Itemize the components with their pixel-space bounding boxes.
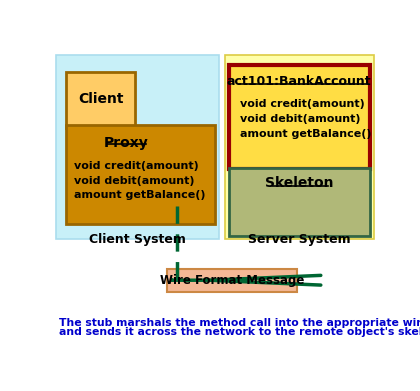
Text: void credit(amount)
void debit(amount)
amount getBalance(): void credit(amount) void debit(amount) a… [240, 99, 372, 139]
Text: and sends it across the network to the remote object's skeleton.: and sends it across the network to the r… [59, 327, 420, 337]
Bar [56, 55, 219, 239]
Text: Skeleton: Skeleton [265, 176, 333, 190]
Text: void credit(amount)
void debit(amount)
amount getBalance(): void credit(amount) void debit(amount) a… [74, 161, 206, 201]
Text: The stub marshals the method call into the appropriate wire format message: The stub marshals the method call into t… [59, 318, 420, 328]
Text: Wire Format Message: Wire Format Message [160, 274, 304, 287]
Text: act101:BankAccount: act101:BankAccount [227, 75, 371, 88]
Bar [229, 168, 370, 235]
Text: Client: Client [78, 92, 123, 106]
Bar [66, 126, 215, 224]
Bar [229, 65, 370, 169]
Bar [66, 72, 135, 128]
Bar [167, 269, 297, 292]
Text: Server System: Server System [248, 233, 350, 246]
Text: Proxy: Proxy [104, 136, 149, 150]
Bar [225, 55, 374, 239]
Text: Client System: Client System [89, 233, 186, 246]
